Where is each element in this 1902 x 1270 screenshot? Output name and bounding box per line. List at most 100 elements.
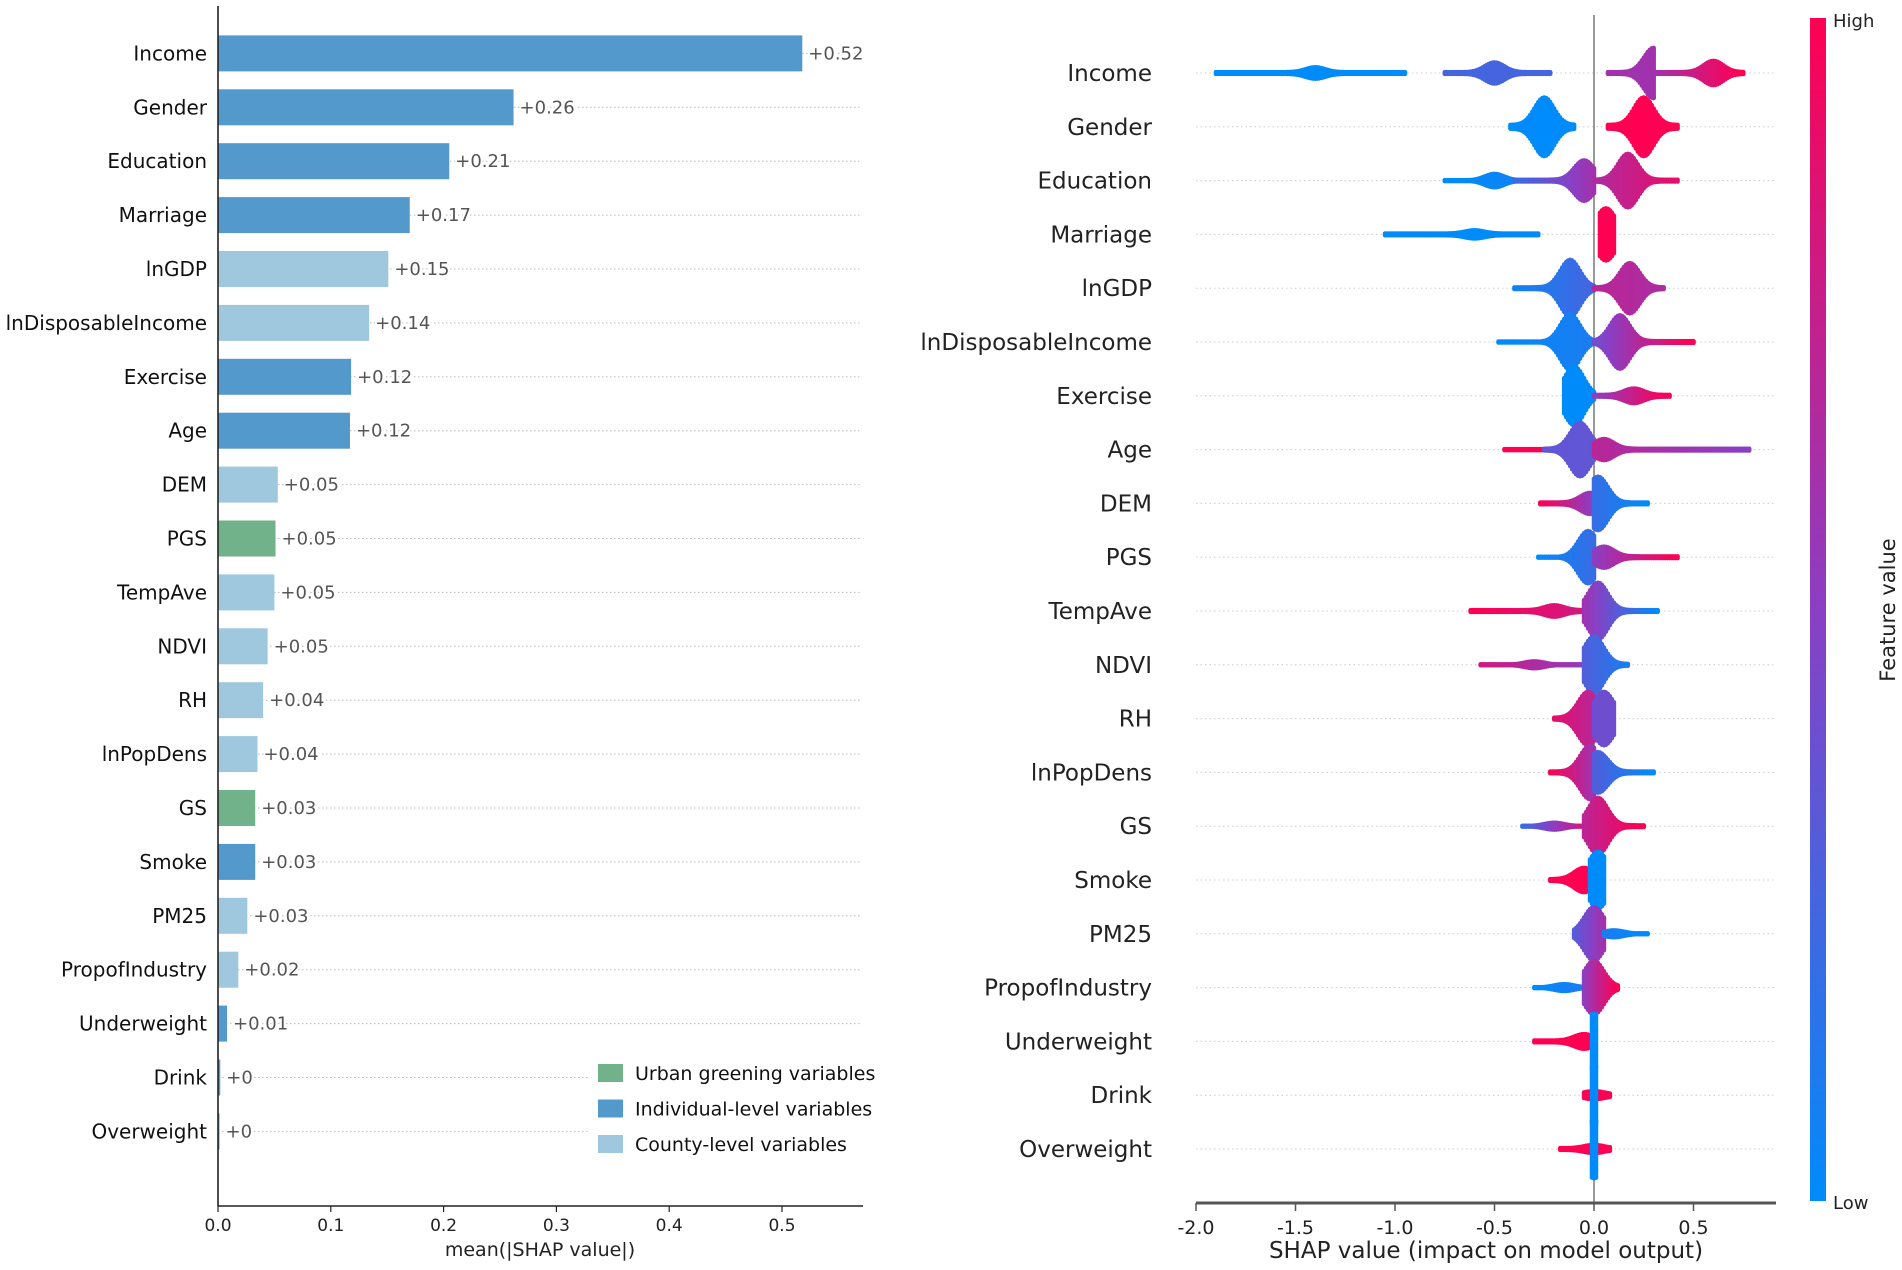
feature-label: TempAve (1048, 599, 1152, 625)
feature-label: PM25 (1089, 922, 1152, 948)
category-label: Education (107, 149, 207, 173)
feature-label: Overweight (1019, 1137, 1152, 1163)
x-tick-label: -1.5 (1277, 1217, 1314, 1239)
category-label: PropofIndustry (61, 958, 207, 982)
value-label: +0.52 (808, 43, 863, 64)
feature-label: Drink (1091, 1083, 1153, 1109)
legend-swatch-green (598, 1064, 623, 1082)
feature-label: Age (1108, 438, 1152, 464)
feature-points-age (1502, 420, 1752, 479)
value-label: +0 (226, 1068, 253, 1089)
feature-label: PropofIndustry (984, 976, 1152, 1002)
x-tick-label: 0.3 (543, 1216, 570, 1236)
category-label: Marriage (119, 203, 207, 227)
feature-points-dem (1538, 474, 1650, 533)
colorbar-low-label: Low (1833, 1193, 1868, 1214)
bar-rh (218, 682, 264, 719)
category-label: Drink (154, 1066, 208, 1090)
feature-points-pgs (1536, 528, 1680, 586)
value-label: +0.05 (282, 529, 337, 550)
category-label: lnDisposableIncome (6, 311, 207, 335)
value-label: +0.02 (244, 960, 299, 981)
x-tick-label: 0.1 (317, 1216, 344, 1236)
bar-lngdp (218, 251, 389, 287)
x-tick-label: 0.4 (656, 1216, 683, 1236)
colorbar-title: Feature value (1876, 538, 1900, 681)
feature-label: Smoke (1074, 868, 1152, 894)
x-tick-label: 0.5 (1678, 1217, 1708, 1239)
feature-points-gender (1508, 95, 1680, 159)
bar-propofindustry (218, 951, 239, 988)
category-label: Gender (133, 95, 207, 119)
legend-label: County-level variables (635, 1134, 847, 1156)
bar-gs (218, 790, 256, 826)
feature-label: NDVI (1095, 653, 1152, 679)
value-label: +0.17 (416, 205, 471, 226)
x-axis-title: mean(|SHAP value|) (445, 1239, 635, 1261)
value-label: +0.03 (261, 798, 316, 819)
value-label: +0.21 (455, 151, 510, 172)
category-label: lnPopDens (102, 742, 207, 766)
x-tick-label: -1.0 (1376, 1217, 1413, 1239)
category-label: RH (178, 688, 207, 712)
category-label: Underweight (79, 1012, 207, 1036)
bar-ndvi (218, 628, 268, 665)
legend-label: Urban greening variables (635, 1063, 875, 1085)
feature-label: Exercise (1056, 384, 1152, 410)
value-label: +0.26 (520, 97, 575, 118)
legend-label: Individual-level variables (635, 1099, 872, 1121)
category-label: DEM (162, 473, 207, 497)
value-label: +0.05 (280, 582, 335, 603)
bar-tempave (218, 574, 275, 611)
bar-exercise (218, 358, 352, 395)
feature-points-underweight (1532, 1011, 1599, 1072)
legend-background (588, 1055, 864, 1165)
feature-points-drink (1581, 1063, 1613, 1127)
feature-label: Income (1067, 61, 1152, 87)
value-label: +0.05 (274, 636, 329, 657)
feature-label: GS (1120, 814, 1152, 840)
feature-label: Underweight (1005, 1029, 1152, 1055)
feature-points-rh (1551, 689, 1617, 748)
value-label: +0.12 (357, 367, 412, 388)
bar-drink (218, 1059, 221, 1096)
x-tick-label: 0.0 (1579, 1217, 1609, 1239)
feature-points-overweight (1557, 1117, 1613, 1181)
bar-education (218, 143, 450, 180)
value-label: +0.03 (253, 906, 308, 927)
x-tick-label: -0.5 (1476, 1217, 1513, 1239)
colorbar (1810, 18, 1826, 1201)
feature-label: PGS (1106, 545, 1152, 571)
feature-points-lnpopdens (1547, 743, 1656, 802)
feature-points-gs (1520, 795, 1646, 857)
category-label: Exercise (124, 365, 207, 389)
bar-age (218, 412, 350, 449)
x-axis-title: SHAP value (impact on model output) (1269, 1238, 1703, 1264)
bar-marriage (218, 197, 410, 234)
feature-points-ndvi (1478, 634, 1631, 696)
category-label: Overweight (91, 1119, 207, 1143)
category-label: Income (133, 41, 207, 65)
legend-swatch-county (598, 1135, 623, 1153)
value-label: +0.14 (375, 313, 430, 334)
category-label: PM25 (152, 904, 207, 928)
colorbar-high-label: High (1833, 11, 1874, 32)
bar-income (218, 35, 803, 72)
category-label: PGS (167, 527, 207, 551)
value-label: +0.03 (261, 852, 316, 873)
category-label: GS (179, 796, 207, 820)
category-label: Smoke (139, 850, 207, 874)
feature-points-smoke (1547, 849, 1607, 911)
value-label: +0.15 (394, 259, 449, 280)
value-label: +0.04 (263, 744, 318, 765)
feature-points-income (1213, 45, 1746, 101)
feature-points-propofindustry (1532, 958, 1621, 1017)
value-label: +0.12 (356, 421, 411, 442)
x-tick-label: 0.2 (430, 1216, 457, 1236)
bar-smoke (218, 843, 256, 880)
category-label: TempAve (116, 580, 207, 604)
feature-label: lnPopDens (1031, 760, 1152, 786)
mean-shap-bar-chart: Income +0.52 Gender +0.26 Education +0.21 Marr… (6, 6, 875, 1261)
feature-points-exercise (1561, 364, 1672, 428)
